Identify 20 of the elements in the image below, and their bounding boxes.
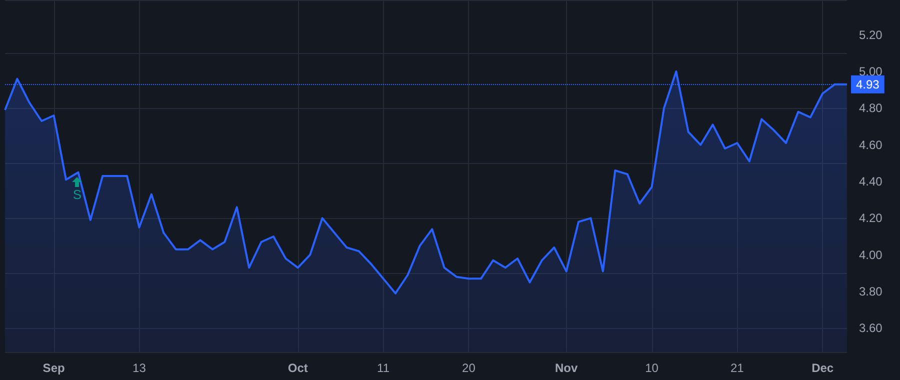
y-tick-label: 5.20 bbox=[859, 28, 883, 42]
x-tick-label: 11 bbox=[377, 361, 390, 375]
x-tick-label: Oct bbox=[288, 361, 308, 375]
x-tick-label: 20 bbox=[462, 361, 476, 375]
x-tick-label: 21 bbox=[730, 361, 744, 375]
y-tick-label: 4.60 bbox=[859, 138, 883, 152]
y-tick-label: 4.20 bbox=[859, 211, 883, 226]
y-tick-label: 4.40 bbox=[859, 174, 883, 188]
x-tick-label: Sep bbox=[42, 361, 65, 375]
x-tick-label: 10 bbox=[645, 361, 659, 375]
x-tick-label: Dec bbox=[812, 361, 834, 375]
y-tick-label: 4.80 bbox=[859, 101, 883, 116]
x-tick-label: 13 bbox=[132, 361, 146, 375]
y-tick-label: 5.00 bbox=[859, 64, 883, 78]
y-tick-label: 4.00 bbox=[859, 248, 883, 262]
y-tick-label: 3.80 bbox=[859, 284, 883, 298]
y-tick-label: 3.60 bbox=[859, 321, 883, 336]
x-tick-label: Nov bbox=[554, 361, 578, 375]
annotation: S bbox=[72, 187, 82, 202]
ref-line-label: 4.93 bbox=[856, 77, 880, 92]
